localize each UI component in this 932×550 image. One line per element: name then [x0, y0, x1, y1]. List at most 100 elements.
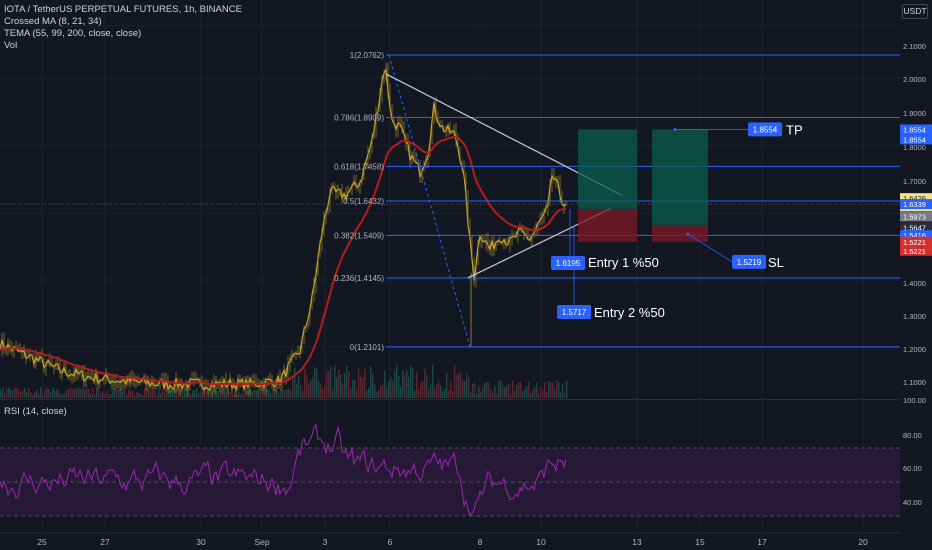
volume-bar [250, 388, 252, 398]
volume-bar [392, 380, 394, 398]
volume-bar [230, 391, 232, 398]
tp-label: TP [786, 122, 803, 137]
y-tick-label: 2.0000 [903, 75, 926, 84]
volume-bar [364, 369, 366, 398]
volume-bar [498, 380, 500, 398]
volume-bar [432, 364, 434, 398]
y-tick-label: 1.4000 [903, 279, 926, 288]
volume-bar [216, 392, 218, 398]
price-badge [900, 245, 932, 256]
volume-bar [318, 380, 320, 398]
volume-bar [566, 380, 568, 398]
volume-bar [520, 381, 522, 398]
volume-bar [528, 381, 530, 398]
volume-bar [406, 370, 408, 398]
volume-bar [302, 390, 304, 398]
volume-bar [8, 387, 10, 398]
volume-bar [124, 388, 126, 398]
volume-bar [66, 390, 68, 398]
volume-bar [390, 376, 392, 398]
volume-bar [308, 383, 310, 398]
volume-bar [328, 370, 330, 398]
price-badge-text: 1.5973 [903, 212, 926, 221]
price-badge-text: 1.5221 [903, 247, 926, 256]
volume-bar [500, 380, 502, 398]
volume-bar [260, 387, 262, 398]
volume-bar [424, 369, 426, 398]
crossed-ma-label[interactable]: Crossed MA (8, 21, 34) [4, 16, 102, 27]
volume-bar [452, 391, 454, 398]
volume-bar [106, 391, 108, 398]
volume-bar [482, 386, 484, 398]
tema-label[interactable]: TEMA (55, 99, 200, close, close) [4, 28, 142, 39]
volume-bar [242, 392, 244, 398]
price-axis: 2.10002.00001.90001.80001.70001.60001.50… [900, 0, 932, 550]
volume-bar [180, 388, 182, 398]
volume-bar [158, 388, 160, 398]
volume-bar [28, 387, 30, 398]
volume-bar [414, 390, 416, 398]
volume-bar [234, 391, 236, 398]
volume-bar [522, 391, 524, 398]
price-badge-text: 1.8554 [903, 125, 926, 134]
fib-label: 0.618(1.7458) [334, 162, 384, 171]
volume-bar [24, 387, 26, 398]
volume-bar [330, 366, 332, 398]
volume-bar [544, 382, 546, 398]
volume-bar [332, 389, 334, 398]
price-line [0, 67, 567, 393]
volume-bar [506, 385, 508, 398]
volume-bar [562, 383, 564, 398]
volume-bar [174, 388, 176, 398]
fib-anchor-line [388, 54, 471, 348]
entry2-price-value: 1.5717 [562, 308, 587, 317]
fib-label: 0(1.2101) [350, 343, 385, 352]
volume-bar [422, 380, 424, 398]
volume-bar [74, 388, 76, 398]
volume-bar [50, 392, 52, 398]
volume-bar [474, 383, 476, 398]
symbol-title[interactable]: IOTA / TetherUS PERPETUAL FUTURES, 1h, B… [4, 4, 242, 15]
volume-bar [470, 392, 472, 398]
volume-bar [412, 367, 414, 398]
volume-bar [80, 388, 82, 398]
volume-bar [282, 390, 284, 398]
volume-bar [334, 364, 336, 398]
volume-bar [256, 390, 258, 398]
volume-bar [62, 393, 64, 398]
volume-bar [464, 380, 466, 398]
volume-bar [530, 393, 532, 398]
volume-bar [286, 389, 288, 398]
volume-bar [416, 372, 418, 398]
volume-bar [300, 385, 302, 398]
volume-bar [344, 373, 346, 398]
volume-bar [508, 383, 510, 398]
volume-bar [226, 388, 228, 398]
volume-bar [270, 393, 272, 398]
volume-bar [266, 388, 268, 398]
y-tick-label: 1.1000 [903, 378, 926, 387]
volume-bar [90, 393, 92, 398]
volume-bar [290, 390, 292, 398]
volume-bar [92, 387, 94, 398]
volume-bar [370, 366, 372, 398]
y-tick-label: 100.00 [903, 396, 926, 405]
currency-badge[interactable]: USDT [902, 4, 928, 19]
volume-bar [564, 392, 566, 398]
rsi-label[interactable]: RSI (14, close) [4, 406, 67, 417]
volume-bar [36, 389, 38, 398]
volume-bar [510, 393, 512, 398]
volume-bar [418, 389, 420, 398]
take-profit-zone [578, 129, 637, 209]
price-badge [900, 134, 932, 145]
volume-bar [324, 385, 326, 398]
volume-bar [426, 375, 428, 398]
volume-bar [264, 394, 266, 398]
fib-label: 0.382(1.5409) [334, 231, 384, 240]
sl-price-value: 1.5219 [737, 258, 762, 267]
vol-label[interactable]: Vol [4, 40, 18, 51]
volume-bar [438, 381, 440, 398]
volume-bar [368, 388, 370, 398]
volume-bar [198, 393, 200, 398]
